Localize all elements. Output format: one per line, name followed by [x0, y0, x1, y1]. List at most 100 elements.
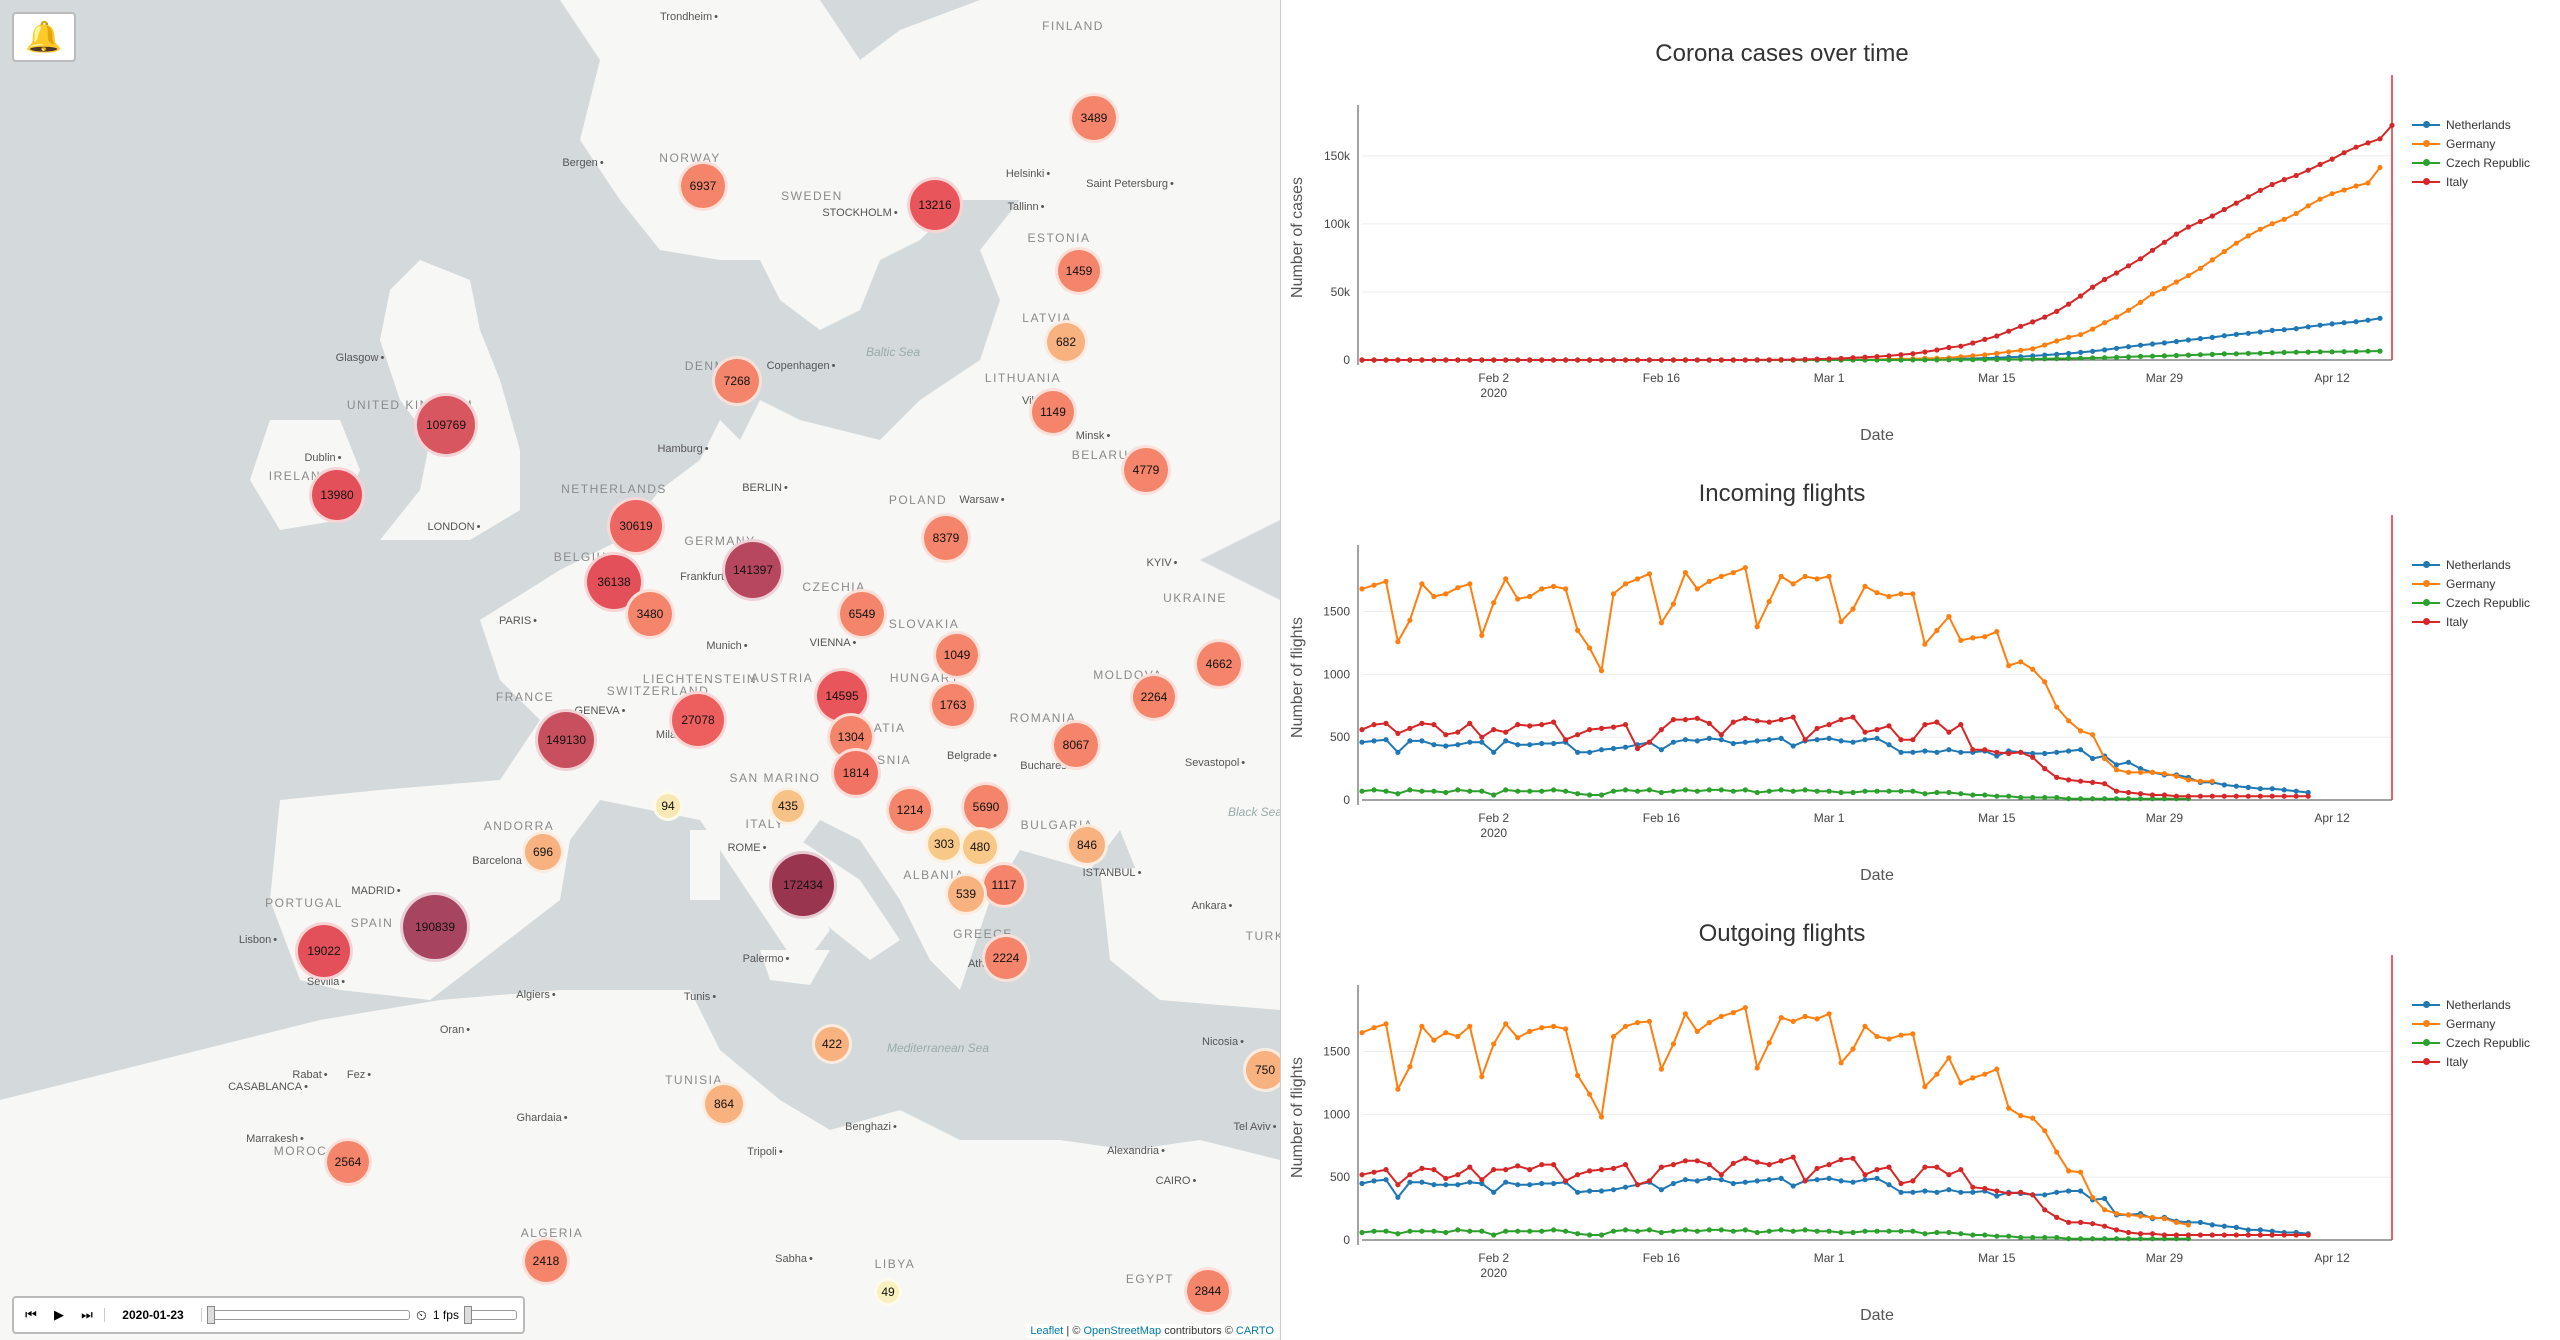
series-point[interactable] — [1551, 1023, 1557, 1029]
series-point[interactable] — [1982, 357, 1988, 363]
series-point[interactable] — [1622, 581, 1629, 587]
series-point[interactable] — [1970, 340, 1976, 346]
case-marker[interactable]: 4779 — [1121, 445, 1171, 495]
series-point[interactable] — [1730, 1160, 1736, 1166]
series-point[interactable] — [2054, 1149, 2060, 1155]
series-point[interactable] — [1610, 788, 1617, 794]
series-point[interactable] — [1622, 744, 1629, 750]
series-point[interactable] — [1694, 357, 1700, 363]
series-point[interactable] — [1479, 734, 1485, 740]
series-point[interactable] — [1575, 732, 1581, 738]
series-point[interactable] — [2078, 1219, 2084, 1225]
series-point[interactable] — [1503, 738, 1509, 744]
series-point[interactable] — [1503, 1179, 1509, 1185]
series-point[interactable] — [1814, 356, 1820, 362]
series-point[interactable] — [1754, 1065, 1760, 1071]
series-point[interactable] — [2185, 1236, 2191, 1242]
series-point[interactable] — [2161, 796, 2167, 802]
series-point[interactable] — [1790, 1228, 1796, 1234]
series-point[interactable] — [2341, 187, 2347, 193]
series-point[interactable] — [1575, 1189, 1581, 1195]
series-point[interactable] — [2113, 314, 2120, 320]
series-line[interactable] — [1361, 715, 2309, 798]
series-point[interactable] — [1371, 1178, 1377, 1184]
series-point[interactable] — [2377, 136, 2383, 142]
series-point[interactable] — [1407, 1064, 1413, 1070]
series-point[interactable] — [2161, 1236, 2167, 1242]
series-point[interactable] — [2245, 194, 2251, 200]
series-point[interactable] — [1467, 1164, 1473, 1170]
series-point[interactable] — [1527, 723, 1533, 729]
series-point[interactable] — [1371, 357, 1377, 363]
series-point[interactable] — [1766, 1162, 1772, 1168]
series-point[interactable] — [1982, 1071, 1988, 1077]
case-marker[interactable]: 149130 — [535, 709, 597, 771]
series-line[interactable] — [1361, 737, 2309, 794]
series-point[interactable] — [2018, 749, 2024, 755]
series-point[interactable] — [2197, 352, 2203, 358]
case-marker[interactable]: 682 — [1044, 320, 1088, 364]
series-point[interactable] — [1754, 357, 1760, 363]
notification-bell-button[interactable]: 🔔 — [12, 12, 76, 62]
series-point[interactable] — [2149, 1214, 2156, 1220]
series-point[interactable] — [1670, 601, 1676, 607]
series-point[interactable] — [1850, 1046, 1856, 1052]
series-point[interactable] — [2030, 794, 2036, 801]
series-point[interactable] — [2054, 1214, 2060, 1220]
series-point[interactable] — [1359, 739, 1365, 745]
series-point[interactable] — [1994, 753, 2000, 759]
series-point[interactable] — [1551, 357, 1557, 363]
series-point[interactable] — [2149, 792, 2156, 798]
case-marker[interactable]: 6937 — [678, 161, 728, 211]
case-marker[interactable]: 141397 — [722, 539, 784, 601]
series-point[interactable] — [2161, 771, 2167, 777]
series-point[interactable] — [2137, 1236, 2144, 1242]
series-point[interactable] — [1946, 357, 1952, 363]
series-point[interactable] — [1730, 788, 1736, 794]
series-point[interactable] — [1527, 593, 1533, 600]
series-point[interactable] — [1491, 1167, 1497, 1173]
series-point[interactable] — [1467, 720, 1473, 726]
series-point[interactable] — [1910, 1189, 1916, 1195]
series-point[interactable] — [2090, 326, 2096, 332]
series-point[interactable] — [1922, 722, 1928, 728]
series-point[interactable] — [2293, 793, 2299, 799]
series-point[interactable] — [1826, 573, 1832, 579]
series-point[interactable] — [1886, 1036, 1892, 1042]
series-point[interactable] — [1778, 735, 1784, 741]
case-marker[interactable]: 303 — [925, 825, 963, 863]
series-point[interactable] — [2173, 793, 2179, 799]
series-point[interactable] — [1754, 1229, 1760, 1236]
series-point[interactable] — [1910, 788, 1916, 794]
series-point[interactable] — [2197, 218, 2203, 225]
series-point[interactable] — [1874, 788, 1880, 794]
series-point[interactable] — [1598, 668, 1605, 674]
series-point[interactable] — [1383, 788, 1389, 794]
series-point[interactable] — [1862, 583, 1868, 589]
series-point[interactable] — [1658, 1229, 1664, 1236]
series-point[interactable] — [1994, 1233, 2000, 1239]
series-point[interactable] — [1467, 357, 1473, 363]
series-point[interactable] — [1862, 354, 1868, 360]
series-point[interactable] — [2173, 1232, 2179, 1238]
series-point[interactable] — [2305, 203, 2311, 209]
case-marker[interactable]: 2418 — [522, 1237, 570, 1285]
series-point[interactable] — [1754, 624, 1760, 630]
series-point[interactable] — [1527, 1228, 1533, 1234]
series-point[interactable] — [2102, 347, 2108, 353]
series-point[interactable] — [1575, 357, 1581, 363]
series-point[interactable] — [1646, 1018, 1652, 1024]
series-point[interactable] — [1958, 343, 1964, 349]
series-point[interactable] — [1371, 787, 1377, 793]
legend-item[interactable]: Germany — [2412, 1014, 2530, 1033]
series-point[interactable] — [2377, 315, 2383, 321]
series-point[interactable] — [2054, 774, 2060, 780]
series-point[interactable] — [1898, 1180, 1904, 1187]
series-point[interactable] — [1994, 333, 2000, 339]
series-point[interactable] — [1742, 1005, 1748, 1011]
case-marker[interactable]: 30619 — [607, 497, 665, 555]
series-point[interactable] — [1694, 1158, 1700, 1164]
series-point[interactable] — [2149, 796, 2156, 802]
series-point[interactable] — [1634, 357, 1641, 363]
series-point[interactable] — [1563, 788, 1569, 794]
